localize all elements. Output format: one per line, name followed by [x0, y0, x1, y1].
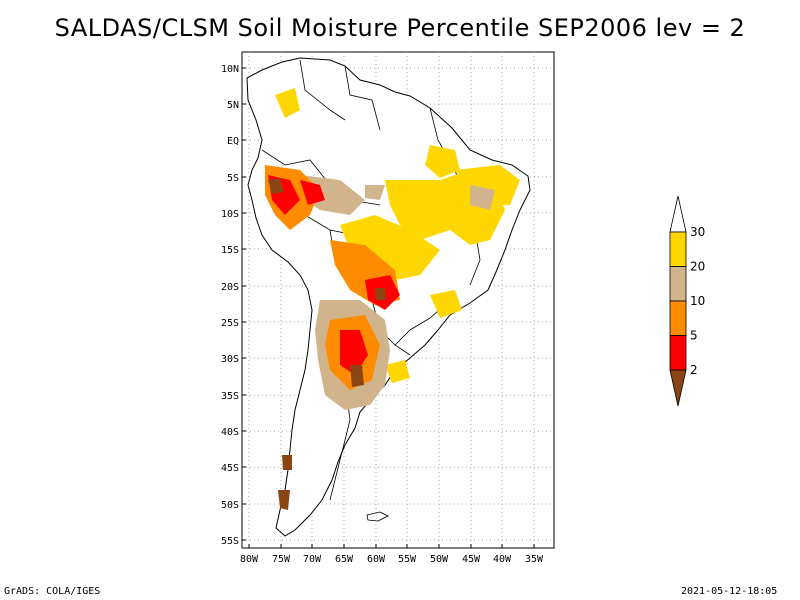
lat-label: 40S [221, 427, 239, 438]
lon-label: 60W [367, 554, 386, 565]
colorbar-box [669, 300, 687, 336]
colorbar: 30 20 10 5 2 [669, 195, 705, 407]
lon-label: 80W [240, 554, 259, 565]
lon-label: 65W [335, 554, 354, 565]
colorbar-box [669, 335, 687, 371]
colorbar-top-triangle [669, 195, 687, 233]
lat-label: 15S [221, 245, 239, 256]
colorbar-label: 2 [690, 363, 698, 377]
lon-label: 70W [303, 554, 322, 565]
lat-label: 35S [221, 391, 239, 402]
lat-label: 30S [221, 354, 239, 365]
lon-label: 45W [462, 554, 481, 565]
lat-label: 55S [221, 536, 239, 547]
lat-label: EQ [227, 136, 239, 147]
lon-label: 50W [430, 554, 449, 565]
colorbar-bottom-triangle [669, 369, 687, 407]
lat-label: 45S [221, 463, 239, 474]
colorbar-label: 20 [690, 260, 705, 274]
percentile-shading [265, 88, 520, 510]
colorbar-box [669, 231, 687, 267]
lat-label: 5N [227, 100, 239, 111]
colorbar-label: 10 [690, 294, 705, 308]
colorbar-label: 5 [690, 329, 698, 343]
longitude-labels: 80W 75W 70W 65W 60W 55W 50W 45W 40W 35W [240, 544, 544, 565]
lat-label: 10N [221, 64, 239, 75]
latitude-labels: 10N 5N EQ 5S 10S 15S 20S 25S 30S 35S 40S 45S 50S 55S [221, 64, 246, 547]
lat-label: 50S [221, 500, 239, 511]
footer-right: 2021-05-12-18:05 [681, 586, 778, 597]
footer-left: GrADS: COLA/IGES [4, 586, 101, 597]
colorbar-box [669, 266, 687, 302]
lat-label: 5S [227, 173, 239, 184]
lon-label: 40W [493, 554, 512, 565]
lon-label: 55W [398, 554, 417, 565]
colorbar-label: 30 [690, 225, 705, 239]
falkland-islands [366, 511, 389, 522]
lat-label: 25S [221, 318, 239, 329]
lon-label: 35W [525, 554, 544, 565]
map-title: SALDAS/CLSM Soil Moisture Percentile SEP… [54, 14, 746, 42]
lon-label: 75W [272, 554, 291, 565]
lat-label: 20S [221, 282, 239, 293]
lat-label: 10S [221, 209, 239, 220]
